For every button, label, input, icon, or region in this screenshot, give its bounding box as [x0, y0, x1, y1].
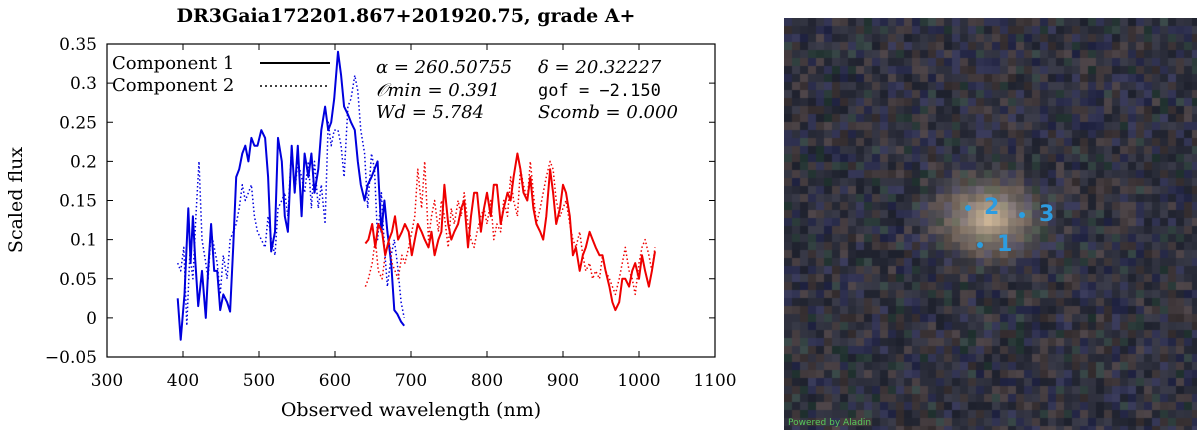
series-line-red-solid: [364, 152, 656, 312]
y-tick-label: −0.05: [45, 348, 97, 368]
y-tick-label: 0.2: [70, 152, 97, 172]
x-tick-label: 1000: [617, 371, 660, 391]
annotation-gof: gof = −2.150: [538, 81, 661, 101]
series-line-red-dotted: [364, 160, 656, 296]
fit-annotations: α = 260.50755 δ = 20.32227 𝒪min = 0.391 …: [376, 57, 678, 123]
annotation-wd: Wd = 5.784: [376, 102, 484, 123]
y-tick-label: 0.15: [59, 192, 97, 212]
annotation-scomb: Scomb = 0.000: [538, 102, 678, 123]
legend: Component 1 Component 2: [112, 53, 330, 96]
y-tick-label: 0: [86, 309, 97, 329]
aladin-credit: Powered by Aladin: [788, 418, 872, 428]
y-tick-label: 0.05: [59, 270, 97, 290]
x-tick-label: 500: [243, 371, 275, 391]
y-tick-label: 0.3: [70, 74, 97, 94]
x-axis-label: Observed wavelength (nm): [281, 399, 541, 421]
source-marker-label: 3: [1039, 202, 1055, 227]
source-marker-label: 2: [984, 195, 1000, 220]
x-tick-label: 800: [471, 371, 503, 391]
y-tick-label: 0.35: [59, 35, 97, 55]
series-line-blue-solid: [176, 50, 405, 341]
x-tick-label: 300: [91, 371, 123, 391]
x-tick-label: 1100: [693, 371, 736, 391]
legend-label-component-1: Component 1: [112, 53, 234, 74]
chart-title: DR3Gaia172201.867+201920.75, grade A+: [177, 5, 636, 27]
x-axis: 300 400 500 600 700 800 900 1000 1100: [91, 44, 737, 391]
x-tick-label: 400: [167, 371, 199, 391]
legend-label-component-2: Component 2: [112, 75, 234, 96]
source-marker-dot: [977, 242, 983, 248]
source-marker-label: 1: [997, 232, 1013, 257]
annotation-omin: 𝒪min = 0.391: [376, 80, 500, 101]
x-tick-label: 700: [395, 371, 427, 391]
y-axis: −0.05 0 0.05 0.1 0.15 0.2 0.25 0.3 0.35: [45, 35, 715, 368]
annotation-alpha: α = 260.50755: [376, 57, 512, 78]
y-tick-label: 0.25: [59, 113, 97, 133]
series-layer: [176, 50, 656, 341]
y-axis-label: Scaled flux: [5, 147, 27, 253]
x-tick-label: 900: [547, 371, 579, 391]
sky-pixels: [784, 18, 1197, 430]
x-tick-label: 600: [319, 371, 351, 391]
source-marker-dot: [965, 205, 971, 211]
series-line-blue-dotted: [176, 74, 405, 327]
sky-cutout-image: 1 2 3 Powered by Aladin: [784, 18, 1197, 430]
spectrum-chart: DR3Gaia172201.867+201920.75, grade A+ 30…: [5, 5, 737, 421]
y-tick-label: 0.1: [70, 231, 97, 251]
annotation-delta: δ = 20.32227: [538, 57, 662, 78]
source-marker-dot: [1019, 212, 1025, 218]
